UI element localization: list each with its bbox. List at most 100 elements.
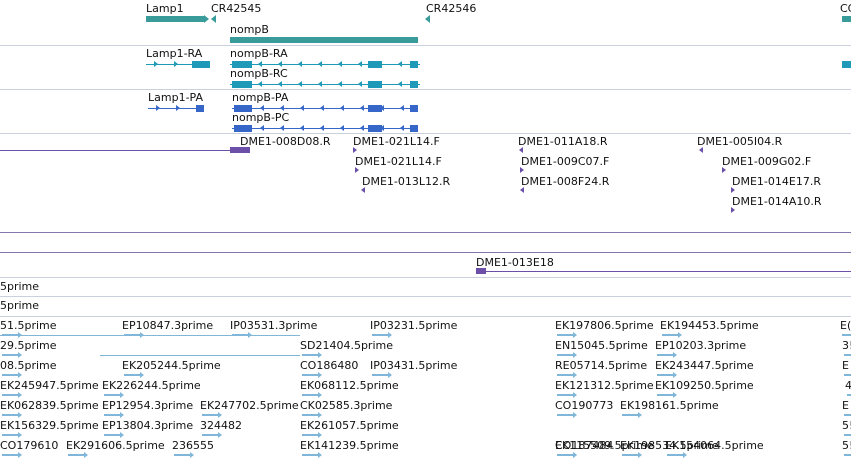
- est-glyph-r4-3[interactable]: [372, 374, 388, 376]
- est-glyph-r8-5[interactable]: [622, 454, 638, 456]
- gene-lamp1-glyph[interactable]: [146, 16, 204, 22]
- cdna-label-dme1-014e17[interactable]: DME1-014E17.R: [732, 175, 821, 188]
- est-label-r4-1[interactable]: EK205244.5prime: [122, 359, 221, 372]
- est-glyph-r3-2[interactable]: [557, 354, 573, 356]
- est-label-r4-3[interactable]: IP03431.5prime: [370, 359, 458, 372]
- est-glyph-r5-0[interactable]: [2, 394, 18, 396]
- protein-label-lamp1-pa[interactable]: Lamp1-PA: [148, 91, 203, 104]
- gene-label-cr42545[interactable]: CR42545: [211, 2, 262, 15]
- est-glyph-r9-0[interactable]: [557, 454, 573, 456]
- transcript-label-nompb-ra[interactable]: nompB-RA: [230, 47, 288, 60]
- est-label-r6-0[interactable]: EK062839.5prime: [0, 399, 99, 412]
- est-label-r2-0[interactable]: 51.5prime: [0, 319, 57, 332]
- est-glyph-r4-4[interactable]: [557, 374, 573, 376]
- est-glyph-r7-1[interactable]: [104, 434, 120, 436]
- est-glyph-r2-5[interactable]: [662, 334, 678, 336]
- est-label-r5-2[interactable]: EK068112.5prime: [300, 379, 399, 392]
- est-label-r3-2[interactable]: EN15045.5prime: [555, 339, 648, 352]
- protein-lamp1-pa-exon-0[interactable]: [196, 105, 204, 112]
- protein-label-nompb-pa[interactable]: nompB-PA: [232, 91, 289, 104]
- cdna-label-dme1-013e18[interactable]: DME1-013E18: [476, 256, 554, 269]
- gene-co-glyph[interactable]: [842, 16, 851, 22]
- est-glyph-r8-3[interactable]: [302, 454, 318, 456]
- protein-nompb-pa-exon-2[interactable]: [410, 105, 418, 112]
- est-glyph-r6-0[interactable]: [2, 414, 18, 416]
- est-glyph-r2-6[interactable]: [842, 334, 851, 336]
- est-label-r3-1[interactable]: SD21404.5prime: [300, 339, 393, 352]
- est-glyph-r8-0[interactable]: [2, 454, 18, 456]
- cdna-dme1-008d08-block[interactable]: [230, 147, 250, 153]
- est-label-r8-6[interactable]: 5!: [842, 439, 851, 452]
- transcript-nompb-ra-exon-2[interactable]: [410, 61, 418, 68]
- est-label-r7-0[interactable]: EK156329.5prime: [0, 419, 99, 432]
- transcript-nompb-rc-exon-1[interactable]: [368, 81, 382, 88]
- gene-label-lamp1[interactable]: Lamp1: [146, 2, 184, 15]
- est-glyph-r2-3[interactable]: [372, 334, 388, 336]
- est-label-r5-1[interactable]: EK226244.5prime: [102, 379, 201, 392]
- est-glyph-r8-1[interactable]: [68, 454, 84, 456]
- transcript-lamp1-ra-exon-0[interactable]: [192, 61, 210, 68]
- est-glyph-r8-6[interactable]: [844, 454, 851, 456]
- cdna-dme1-013e18-block[interactable]: [476, 268, 486, 274]
- est-label-r1-0[interactable]: 5prime: [0, 299, 40, 312]
- est-label-r8-5[interactable]: EK198534.5prime: [620, 439, 719, 452]
- gene-nompb-glyph[interactable]: [230, 37, 418, 43]
- protein-nompb-pc-line[interactable]: [232, 128, 418, 129]
- est-glyph-r5-3[interactable]: [557, 394, 573, 396]
- est-label-r0-0[interactable]: 5prime: [0, 280, 40, 293]
- est-label-r5-3[interactable]: EK121312.5prime: [555, 379, 654, 392]
- est-glyph-r6-5[interactable]: [622, 414, 638, 416]
- est-label-r9-1[interactable]: EK154064.5prime: [665, 439, 764, 452]
- est-glyph-r3-3[interactable]: [657, 354, 673, 356]
- est-glyph-r7-0[interactable]: [2, 434, 18, 436]
- est-label-r8-0[interactable]: CO179610: [0, 439, 59, 452]
- est-label-r3-0[interactable]: 29.5prime: [0, 339, 57, 352]
- est-label-r4-0[interactable]: 08.5prime: [0, 359, 57, 372]
- est-label-r2-3[interactable]: IP03231.5prime: [370, 319, 458, 332]
- transcript-nompb-ra-exon-0[interactable]: [232, 61, 252, 68]
- est-glyph-r4-0[interactable]: [2, 374, 18, 376]
- cdna-label-dme1-011a18[interactable]: DME1-011A18.R: [518, 135, 608, 148]
- est-label-r5-0[interactable]: EK245947.5prime: [0, 379, 99, 392]
- transcript-label-nompb-rc[interactable]: nompB-RC: [230, 67, 288, 80]
- transcript-label-lamp1-ra[interactable]: Lamp1-RA: [146, 47, 203, 60]
- protein-nompb-pa-exon-1[interactable]: [368, 105, 382, 112]
- gene-label-nompb[interactable]: nompB: [230, 23, 269, 36]
- est-glyph-r7-2[interactable]: [202, 434, 218, 436]
- est-label-r9-0[interactable]: EK115509.5prime: [555, 439, 654, 452]
- est-label-r7-3[interactable]: EK261057.5prime: [300, 419, 399, 432]
- cdna-label-dme1-005i04[interactable]: DME1-005I04.R: [697, 135, 783, 148]
- est-glyph-r6-3[interactable]: [302, 414, 318, 416]
- protein-nompb-pa-line[interactable]: [232, 108, 418, 109]
- transcript-nompb-rc-line[interactable]: [230, 84, 420, 85]
- est-label-r6-3[interactable]: CK02585.3prime: [300, 399, 393, 412]
- est-label-r6-6[interactable]: E: [842, 399, 849, 412]
- transcript-lamp1-ra-line[interactable]: [146, 64, 210, 65]
- est-label-r4-2[interactable]: CO186480: [300, 359, 359, 372]
- gene-label-co-clipped[interactable]: CC: [840, 2, 851, 15]
- est-label-r4-5[interactable]: EK243447.5prime: [655, 359, 754, 372]
- est-label-r4-4[interactable]: RE05714.5prime: [555, 359, 648, 372]
- est-label-r7-4[interactable]: 5!: [842, 419, 851, 432]
- est-label-r3-4[interactable]: 3!: [842, 339, 851, 352]
- transcript-clipped-right[interactable]: [842, 61, 851, 68]
- est-glyph-r4-5[interactable]: [657, 374, 673, 376]
- est-glyph-r3-0[interactable]: [2, 354, 18, 356]
- transcript-nompb-ra-line[interactable]: [230, 64, 420, 65]
- est-long-1[interactable]: [100, 355, 300, 356]
- est-glyph-r9-1[interactable]: [667, 454, 683, 456]
- est-glyph-r5-1[interactable]: [104, 394, 120, 396]
- est-glyph-r3-1[interactable]: [302, 354, 318, 356]
- est-glyph-r5-5[interactable]: [847, 394, 851, 396]
- est-label-r2-1[interactable]: EP10847.3prime: [122, 319, 214, 332]
- est-glyph-r6-6[interactable]: [844, 414, 851, 416]
- est-label-r2-2[interactable]: IP03531.3prime: [230, 319, 318, 332]
- protein-nompb-pc-exon-2[interactable]: [410, 125, 418, 132]
- est-label-r4-6[interactable]: E: [842, 359, 849, 372]
- cdna-label-dme1-009g02[interactable]: DME1-009G02.F: [722, 155, 812, 168]
- cdna-label-dme1-014a10[interactable]: DME1-014A10.R: [732, 195, 822, 208]
- est-glyph-r7-4[interactable]: [844, 434, 851, 436]
- est-long-2[interactable]: [0, 335, 300, 336]
- est-glyph-r7-3[interactable]: [302, 434, 318, 436]
- est-label-r2-6[interactable]: E(: [840, 319, 851, 332]
